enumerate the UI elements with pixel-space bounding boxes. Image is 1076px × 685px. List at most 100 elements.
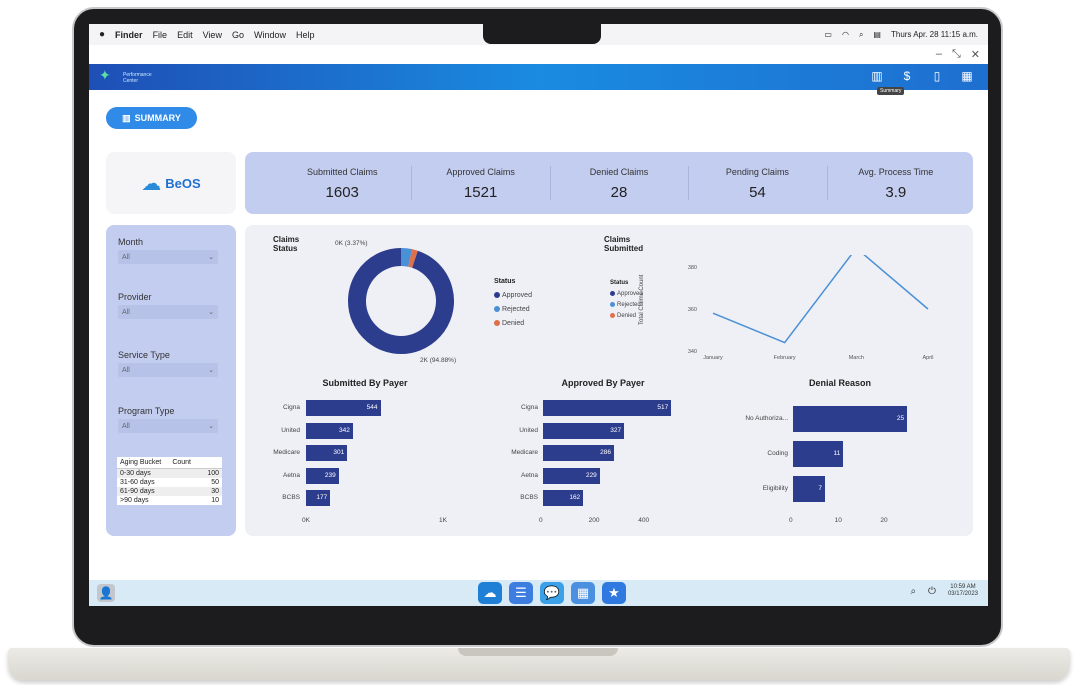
program-type-select[interactable]: All ⌄ xyxy=(118,419,218,433)
legend-dot xyxy=(610,291,615,296)
bar[interactable]: 342 xyxy=(306,422,353,439)
month-select[interactable]: All ⌄ xyxy=(118,250,218,264)
aging-header-bucket[interactable]: Aging Bucket xyxy=(120,459,162,466)
summary-button-label: SUMMARY xyxy=(134,113,181,123)
chat-app-icon[interactable]: 💬 xyxy=(540,582,564,604)
list-app-icon[interactable]: ☰ xyxy=(509,582,533,604)
apple-icon[interactable]: ● xyxy=(99,29,106,40)
approved-by-payer-title: Approved By Payer xyxy=(561,378,645,388)
bar[interactable]: 301 xyxy=(306,445,348,461)
bar[interactable]: 517 xyxy=(543,400,672,416)
donut-annotation-large: 2K (94.88%) xyxy=(420,357,457,364)
bar-category-label: Medicare xyxy=(511,449,538,456)
legend-dot xyxy=(494,292,500,298)
kpi-value: 1521 xyxy=(463,184,498,201)
legend-approved[interactable]: Approved xyxy=(494,289,532,303)
taskbar: 👤 ☁ ☰ 💬 ▦ ★ ⌕ ⏻ 10:59 AM 03/17/2023 xyxy=(89,580,988,606)
legend-dot xyxy=(494,306,500,312)
line-xtick-label: April xyxy=(922,355,933,361)
battery-icon[interactable]: ▭ xyxy=(824,30,832,39)
legend-rejected[interactable]: Rejected xyxy=(494,303,532,317)
menu-help[interactable]: Help xyxy=(295,29,315,40)
bar[interactable]: 286 xyxy=(543,445,614,461)
grid-app-icon[interactable]: ▦ xyxy=(571,582,595,604)
legend-approved[interactable]: Approved xyxy=(610,289,643,300)
control-center-icon[interactable]: ▤ xyxy=(873,30,881,39)
search-icon[interactable]: ⌕ xyxy=(858,29,864,39)
filter-panel: Month All ⌄ Provider All ⌄ Service Type Al… xyxy=(106,225,236,536)
claims-submitted-legend: Status Approved Rejected Denied xyxy=(610,278,643,322)
donut-slice-rejected[interactable] xyxy=(400,248,413,267)
bar[interactable]: 239 xyxy=(306,467,339,484)
resize-icon[interactable]: ⤡ xyxy=(951,48,961,60)
bar[interactable]: 162 xyxy=(543,490,584,506)
aging-header-count[interactable]: Count xyxy=(172,459,191,466)
donut-slice-denied[interactable] xyxy=(408,249,418,268)
line-ytick-label: 340 xyxy=(688,349,697,355)
legend-label: Denied xyxy=(617,313,637,319)
provider-select[interactable]: All ⌄ xyxy=(118,305,218,319)
summary-chart-icon[interactable]: ▥ xyxy=(871,69,883,83)
brand-card: ☁ BeOS xyxy=(106,152,236,214)
kpi-label: Approved Claims xyxy=(446,167,515,177)
star-app-icon[interactable]: ★ xyxy=(602,582,626,604)
search-icon[interactable]: ⌕ xyxy=(910,585,917,597)
claims-submitted-title: Claims Submitted xyxy=(604,235,644,253)
summary-button[interactable]: ▥ SUMMARY xyxy=(106,107,197,129)
menu-edit[interactable]: Edit xyxy=(177,29,193,40)
camera-notch xyxy=(483,24,601,44)
bar-xtick-label: 0 xyxy=(789,517,793,524)
filter-label: Provider xyxy=(118,292,152,302)
bar[interactable]: 229 xyxy=(543,467,600,484)
wifi-icon[interactable]: ◠ xyxy=(841,30,849,39)
bar-xtick-label: 200 xyxy=(588,517,600,524)
service-type-select[interactable]: All ⌄ xyxy=(118,363,218,377)
taskbar-time: 10:59 AM xyxy=(950,584,976,590)
bar[interactable]: 11 xyxy=(793,441,844,467)
filter-label: Program Type xyxy=(118,406,175,416)
minimize-icon[interactable]: – xyxy=(935,48,942,60)
claims-submitted-line-chart: 380 360 340 January February March April xyxy=(688,255,934,361)
bar[interactable]: 327 xyxy=(543,422,625,439)
legend-rejected[interactable]: Rejected xyxy=(610,300,643,311)
donut-slice-approved[interactable] xyxy=(348,248,454,354)
legend-denied[interactable]: Denied xyxy=(610,311,643,322)
legend-denied[interactable]: Denied xyxy=(494,317,532,331)
report-icon[interactable]: ▦ xyxy=(961,69,973,83)
dollar-icon[interactable]: $ xyxy=(903,69,911,83)
menu-go[interactable]: Go xyxy=(231,29,244,40)
table-row: 61-90 days 30 xyxy=(117,487,222,496)
taskbar-date: 03/17/2023 xyxy=(947,591,978,597)
kpi-denied-claims: Denied Claims 28 xyxy=(549,160,688,206)
bar-category-label: BCBS xyxy=(520,494,538,501)
kpi-approved-claims: Approved Claims 1521 xyxy=(411,160,549,206)
menu-window[interactable]: Window xyxy=(253,29,286,40)
bar[interactable]: 177 xyxy=(306,490,331,506)
bar[interactable]: 7 xyxy=(793,476,825,502)
menu-file[interactable]: File xyxy=(152,29,168,40)
menu-finder[interactable]: Finder xyxy=(115,29,143,40)
claims-document-icon[interactable]: ▯ xyxy=(933,69,941,83)
filter-program-type: Program Type All ⌄ xyxy=(118,406,218,433)
claims-status-donut xyxy=(348,248,454,354)
menu-view[interactable]: View xyxy=(202,29,222,40)
cloud-app-icon[interactable]: ☁ xyxy=(478,582,502,604)
claims-status-title: Claims Status xyxy=(273,235,300,253)
logo-text-line-2: Center xyxy=(123,78,139,84)
aging-bucket-cell: 61-90 days xyxy=(120,488,155,495)
dashboard-main: Claims Status 0K (3.37%) 2K (94.88%) Sta… xyxy=(245,225,973,536)
bar-xtick-label: 0 xyxy=(539,517,543,524)
bar[interactable]: 544 xyxy=(306,400,381,416)
power-icon[interactable]: ⏻ xyxy=(928,585,936,597)
bar-xtick-label: 20 xyxy=(880,517,888,524)
bar-category-label: United xyxy=(519,426,538,434)
line-series[interactable] xyxy=(712,255,929,344)
kpi-value: 1603 xyxy=(325,184,359,201)
taskbar-clock[interactable]: 10:59 AM 03/17/2023 xyxy=(948,584,978,598)
menubar-datetime[interactable]: Thurs Apr. 28 11:15 a.m. xyxy=(890,30,978,39)
close-icon[interactable]: ✕ xyxy=(970,49,980,61)
bar[interactable]: 25 xyxy=(793,406,908,432)
table-row: >90 days 10 xyxy=(117,496,222,505)
user-avatar-icon[interactable]: 👤 xyxy=(97,584,115,602)
screen: ● Finder File Edit View Go Window Help ▭… xyxy=(89,24,988,606)
